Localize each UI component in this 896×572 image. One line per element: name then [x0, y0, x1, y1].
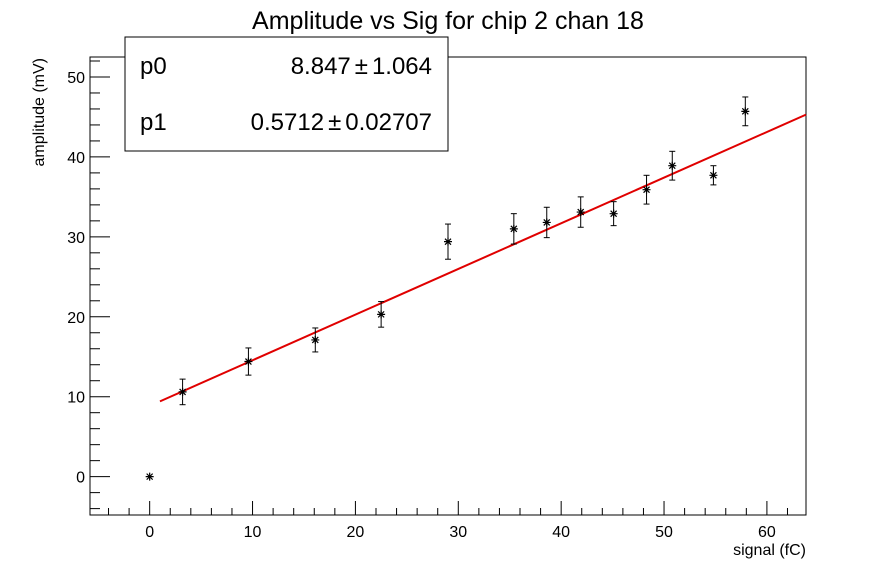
x-tick-label: 50 — [655, 524, 673, 541]
data-point — [444, 223, 452, 260]
p0-pm: ± — [355, 53, 368, 80]
star-marker — [145, 472, 154, 481]
y-tick-label: 0 — [76, 470, 85, 487]
star-marker — [444, 237, 452, 246]
x-axis: 0 10 20 30 40 50 60 — [108, 501, 788, 541]
stats-p0-value: 8.847 ±1.064 — [291, 53, 432, 80]
x-axis-label: signal (fC) — [733, 542, 806, 559]
fit-layer — [159, 113, 807, 403]
star-marker — [178, 387, 187, 396]
data-point — [377, 301, 386, 328]
p1-error: 0.02707 — [345, 109, 432, 136]
star-marker — [509, 224, 518, 233]
star-marker — [609, 209, 618, 218]
star-marker — [709, 171, 718, 180]
data-point — [145, 472, 154, 481]
x-tick-label: 40 — [552, 524, 570, 541]
star-marker — [642, 185, 651, 194]
y-tick-label: 30 — [67, 230, 85, 247]
stats-p1-value: 0.5712 ±0.02707 — [251, 109, 432, 136]
stats-box: p0 8.847 ±1.064 p1 0.5712 ±0.02707 — [124, 36, 449, 152]
data-points — [145, 96, 750, 481]
star-marker — [668, 161, 677, 170]
star-marker — [244, 357, 253, 366]
stats-p1-name: p1 — [140, 109, 167, 136]
y-tick-label: 20 — [67, 310, 85, 327]
x-tick-label: 30 — [449, 524, 467, 541]
fit-line — [159, 113, 807, 403]
x-tick-label: 60 — [758, 524, 776, 541]
stats-p0-name: p0 — [140, 53, 167, 80]
p1-value: 0.5712 — [251, 109, 324, 136]
data-point — [178, 378, 187, 406]
star-marker — [542, 218, 551, 227]
data-point — [741, 96, 750, 127]
data-point — [542, 206, 551, 239]
data-point — [244, 347, 253, 376]
data-point — [311, 327, 320, 353]
stats-box-frame — [124, 36, 449, 152]
y-tick-label: 10 — [67, 390, 85, 407]
x-tick-label: 0 — [145, 524, 154, 541]
data-point — [509, 213, 518, 245]
star-marker — [311, 335, 320, 344]
y-axis: 0 10 20 30 40 50 — [67, 60, 110, 510]
data-point — [576, 196, 585, 228]
data-point — [668, 150, 677, 181]
x-tick-label: 10 — [244, 524, 262, 541]
p1-pm: ± — [328, 109, 341, 136]
star-marker — [576, 208, 585, 217]
data-point — [642, 174, 651, 205]
y-axis-label: amplitude (mV) — [31, 58, 48, 166]
y-tick-label: 40 — [67, 150, 85, 167]
x-tick-label: 20 — [347, 524, 365, 541]
star-marker — [377, 310, 386, 319]
p0-value: 8.847 — [291, 53, 351, 80]
y-tick-label: 50 — [67, 70, 85, 87]
p0-error: 1.064 — [372, 53, 432, 80]
data-point — [609, 201, 618, 227]
star-marker — [741, 107, 750, 116]
data-point — [709, 165, 718, 186]
chart-title: Amplitude vs Sig for chip 2 chan 18 — [252, 7, 644, 35]
